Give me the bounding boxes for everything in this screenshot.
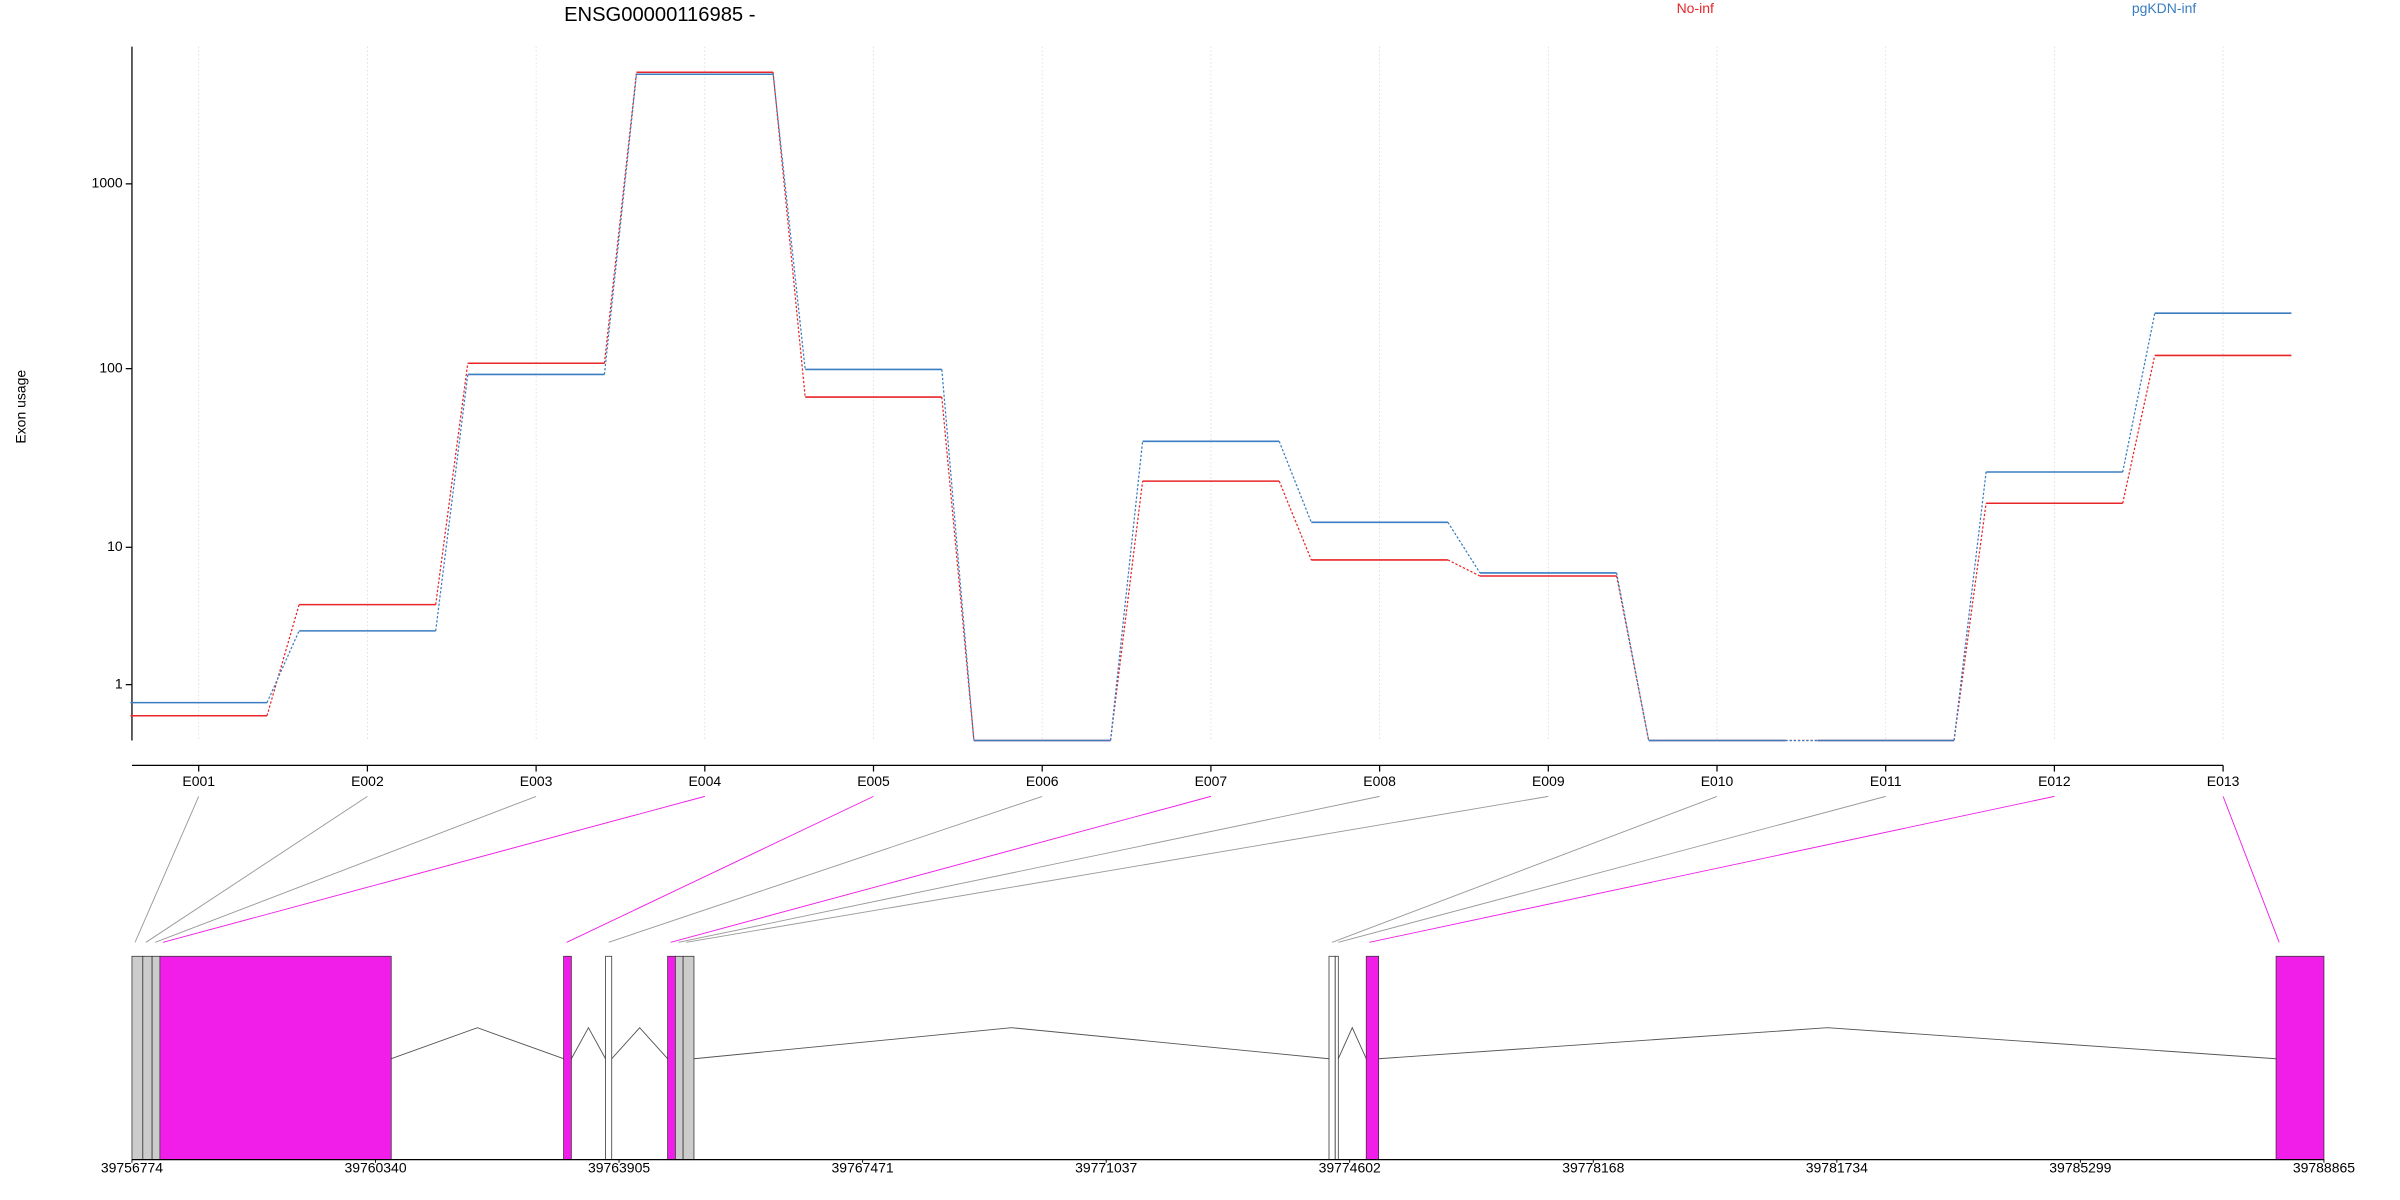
step-connector xyxy=(1615,572,1650,741)
intron xyxy=(1337,1026,1367,1059)
step-connector xyxy=(941,396,975,741)
step-connector xyxy=(603,72,638,364)
exon-link xyxy=(1338,795,1886,943)
y-tick-label: 1000 xyxy=(92,175,123,191)
x-tick-label: E009 xyxy=(1532,773,1565,789)
exon-link xyxy=(145,795,368,943)
step-connector xyxy=(603,74,638,375)
legend-entry: pgKDN-inf xyxy=(2132,0,2197,16)
y-tick-label: 1 xyxy=(115,675,123,691)
exon-box xyxy=(1328,955,1336,1161)
x-tick-label: 39781734 xyxy=(1806,1160,1868,1176)
x-tick-label: 39778168 xyxy=(1562,1160,1624,1176)
exon-box xyxy=(563,955,572,1161)
x-tick-label: 39774602 xyxy=(1319,1160,1381,1176)
intron xyxy=(693,1027,1330,1060)
step-connector xyxy=(2122,355,2156,504)
exon-box xyxy=(2275,955,2325,1161)
chart-title: ENSG00000116985 - xyxy=(564,4,755,26)
step-connector xyxy=(435,363,469,605)
exon-link xyxy=(155,795,537,943)
y-axis-label: Exon usage xyxy=(12,370,28,444)
intron xyxy=(1378,1027,2277,1060)
x-tick-label: E012 xyxy=(2038,773,2071,789)
x-tick-label: E001 xyxy=(182,773,215,789)
exon-box xyxy=(1334,955,1339,1161)
step-connector xyxy=(1278,441,1312,523)
exon-box xyxy=(1365,955,1380,1161)
intron xyxy=(391,1027,564,1060)
exon-box xyxy=(667,955,676,1161)
exon-box xyxy=(131,955,144,1161)
x-tick-label: E002 xyxy=(351,773,384,789)
exon-link xyxy=(134,796,200,943)
x-tick-label: E011 xyxy=(1870,773,1902,789)
x-tick-label: E003 xyxy=(520,773,553,789)
step-connector xyxy=(1109,481,1144,741)
intron xyxy=(611,1026,668,1060)
exon-link xyxy=(686,795,1549,943)
step-connector xyxy=(1953,471,1987,741)
legend-entry: No-inf xyxy=(1677,0,1714,16)
step-connector xyxy=(266,604,300,716)
step-connector xyxy=(941,369,975,741)
step-connector xyxy=(2122,313,2156,473)
intron xyxy=(570,1026,606,1059)
plot-root: ENSG00000116985 - Exon usage 1 10 100 1000 E… xyxy=(12,0,2355,1176)
x-tick-label: 39788865 xyxy=(2293,1160,2355,1176)
exon-box xyxy=(675,955,684,1161)
x-tick-label: 39760340 xyxy=(344,1160,406,1176)
x-tick-label: 39756774 xyxy=(101,1160,163,1176)
step-connector xyxy=(435,374,469,631)
step-connector xyxy=(1109,441,1144,741)
x-tick-label: E013 xyxy=(2207,773,2240,789)
exon-box xyxy=(142,955,153,1161)
exon-link xyxy=(162,795,705,943)
exon-box xyxy=(151,955,161,1161)
exon-link xyxy=(566,795,874,943)
step-connector xyxy=(1447,559,1481,577)
exon-box xyxy=(682,955,695,1161)
exon-link xyxy=(670,795,1212,943)
exon-link xyxy=(678,795,1380,943)
x-tick-label: E005 xyxy=(857,773,890,789)
step-connector xyxy=(266,630,300,703)
step-connector xyxy=(1953,503,1987,741)
exon-link xyxy=(2222,796,2280,943)
x-tick-label: E004 xyxy=(688,773,721,789)
x-tick-label: E010 xyxy=(1701,773,1734,789)
exon-box xyxy=(159,955,392,1161)
exon-link xyxy=(608,795,1043,943)
y-tick-label: 100 xyxy=(99,359,123,375)
x-tick-label: 39771037 xyxy=(1075,1160,1137,1176)
y-tick-label: 10 xyxy=(107,538,123,554)
step-connector xyxy=(1447,521,1481,574)
exon-link xyxy=(1331,795,1718,943)
x-tick-label: 39767471 xyxy=(832,1160,894,1176)
exon-link xyxy=(1369,795,2055,943)
x-tick-label: 39763905 xyxy=(588,1160,650,1176)
step-connector xyxy=(1615,575,1650,741)
step-connector xyxy=(1278,480,1312,561)
x-tick-label: E007 xyxy=(1195,773,1228,789)
exon-box xyxy=(605,955,613,1161)
x-tick-label: E006 xyxy=(1026,773,1059,789)
step-connector xyxy=(772,74,806,370)
x-tick-label: E008 xyxy=(1363,773,1396,789)
x-tick-label: 39785299 xyxy=(2049,1160,2111,1176)
